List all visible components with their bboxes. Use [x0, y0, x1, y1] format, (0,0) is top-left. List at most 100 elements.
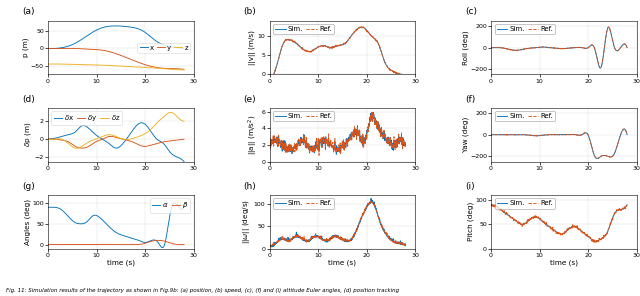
Ref.: [356, 25, 364, 28]
x: [136, 28, 143, 31]
Sim.: [402, 143, 410, 146]
Sim.: [511, 133, 519, 136]
Sim.: [568, 133, 575, 136]
Sim.: [266, 242, 273, 246]
$\beta$: [124, 243, 132, 246]
y: [147, 65, 154, 68]
Line: Sim.: Sim.: [491, 205, 627, 242]
y: [44, 47, 52, 50]
Sim.: [369, 200, 376, 203]
$\delta$y: [136, 143, 143, 147]
x: [48, 47, 56, 50]
y: [65, 46, 73, 50]
Line: Sim.: Sim.: [269, 113, 406, 154]
Ref.: [370, 110, 378, 114]
Text: (c): (c): [465, 7, 477, 16]
z: [180, 68, 188, 72]
Ref.: [549, 226, 557, 229]
Legend: Sim., Ref.: Sim., Ref.: [495, 24, 556, 34]
Y-axis label: ||$\omega$|| (deg/s): ||$\omega$|| (deg/s): [241, 199, 252, 244]
Line: $\alpha$: $\alpha$: [48, 203, 184, 248]
x: [44, 47, 52, 50]
$\delta$y: [68, 142, 76, 146]
$\delta$x: [138, 121, 146, 125]
Legend: $\delta$x, $\delta$y, $\delta$z: $\delta$x, $\delta$y, $\delta$z: [51, 111, 122, 126]
z: [44, 62, 52, 66]
Ref.: [511, 48, 519, 52]
Ref.: [290, 40, 298, 44]
$\delta$x: [147, 129, 154, 133]
z: [106, 64, 114, 67]
Ref.: [356, 137, 364, 141]
Text: (f): (f): [465, 94, 475, 104]
Sim.: [596, 66, 604, 70]
Sim.: [511, 219, 519, 222]
Sim.: [620, 127, 628, 131]
Ref.: [402, 143, 410, 147]
Legend: Sim., Ref.: Sim., Ref.: [273, 198, 334, 208]
Sim.: [328, 237, 335, 241]
Sim.: [522, 221, 530, 225]
Ref.: [548, 46, 556, 50]
Ref.: [368, 199, 376, 202]
Ref.: [623, 46, 631, 49]
Y-axis label: Yaw (deg): Yaw (deg): [462, 117, 468, 152]
Sim.: [370, 111, 378, 115]
$\beta$: [68, 243, 76, 246]
Sim.: [290, 40, 298, 44]
Ref.: [266, 244, 273, 247]
$\delta$y: [107, 135, 115, 138]
Sim.: [487, 46, 495, 49]
Sim.: [327, 144, 335, 148]
$\alpha$: [106, 225, 113, 229]
x: [180, 47, 188, 50]
y: [135, 61, 143, 64]
Sim.: [369, 35, 376, 38]
Legend: Sim., Ref.: Sim., Ref.: [273, 111, 334, 121]
Legend: x, y, z: x, y, z: [138, 43, 190, 53]
Line: Sim.: Sim.: [269, 198, 406, 247]
Ref.: [487, 133, 495, 136]
X-axis label: time (s): time (s): [328, 259, 356, 266]
Text: (h): (h): [243, 181, 256, 191]
Ref.: [328, 142, 335, 146]
Sim.: [356, 218, 364, 222]
X-axis label: time (s): time (s): [107, 259, 135, 266]
Sim.: [548, 227, 556, 231]
Ref.: [266, 72, 273, 75]
Sim.: [328, 46, 335, 49]
Y-axis label: Angles (deg): Angles (deg): [24, 199, 31, 245]
Ref.: [579, 230, 586, 234]
Line: $\delta$z: $\delta$z: [48, 112, 184, 148]
Ref.: [301, 137, 308, 141]
$\alpha$: [68, 218, 76, 222]
Ref.: [578, 133, 586, 136]
Sim.: [522, 133, 530, 137]
Text: (g): (g): [22, 181, 35, 191]
$\beta$: [79, 243, 87, 246]
z: [147, 66, 154, 70]
Ref.: [620, 127, 628, 131]
Ref.: [268, 245, 275, 249]
Ref.: [301, 238, 308, 242]
Ref.: [568, 133, 575, 136]
Sim.: [578, 230, 586, 234]
Text: (a): (a): [22, 7, 35, 16]
Y-axis label: $\delta$p (m): $\delta$p (m): [23, 122, 33, 147]
x: [106, 24, 114, 28]
$\alpha$: [159, 246, 166, 250]
Line: Ref.: Ref.: [269, 201, 406, 247]
$\alpha$: [147, 239, 154, 243]
Line: Ref.: Ref.: [491, 27, 627, 68]
Ref.: [346, 36, 354, 40]
$\delta$x: [124, 135, 132, 139]
Line: Sim.: Sim.: [491, 129, 627, 158]
Line: $\delta$x: $\delta$x: [48, 123, 184, 162]
Ref.: [290, 236, 298, 239]
$\beta$: [106, 243, 113, 246]
Sim.: [268, 245, 275, 249]
Legend: Sim., Ref.: Sim., Ref.: [495, 111, 556, 121]
$\delta$x: [68, 132, 76, 136]
Sim.: [578, 133, 586, 136]
Sim.: [266, 73, 273, 76]
